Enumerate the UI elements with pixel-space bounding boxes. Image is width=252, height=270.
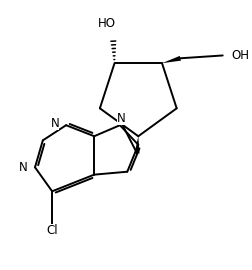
- Polygon shape: [162, 56, 181, 63]
- Polygon shape: [135, 136, 140, 154]
- Text: Cl: Cl: [46, 224, 58, 237]
- Text: N: N: [117, 112, 125, 125]
- Text: OH: OH: [231, 49, 249, 62]
- Text: N: N: [50, 117, 59, 130]
- Text: HO: HO: [98, 17, 115, 30]
- Text: N: N: [19, 161, 28, 174]
